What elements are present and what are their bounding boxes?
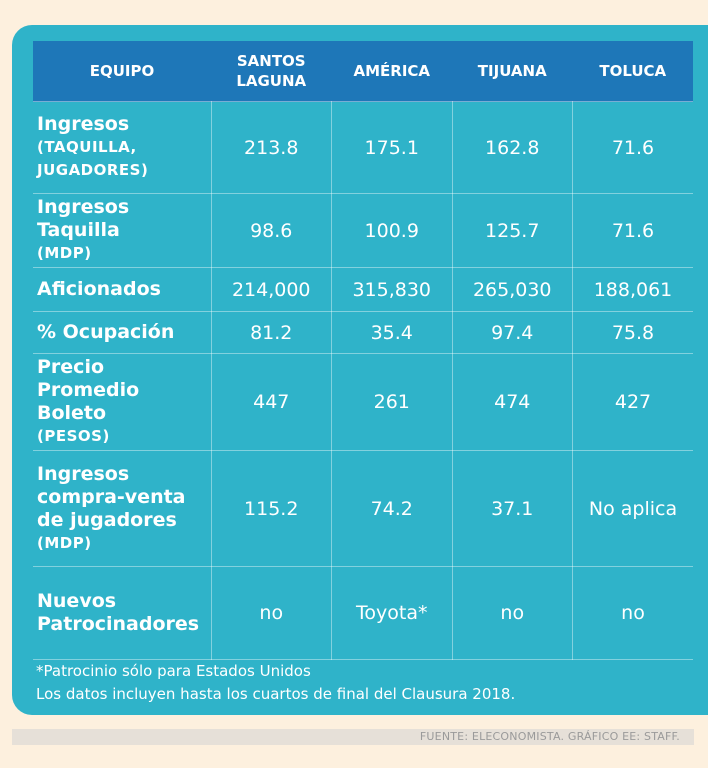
row-label-unit: (MDP) (37, 244, 92, 262)
row-label-unit: (MDP) (37, 533, 92, 552)
table-row: % Ocupación 81.2 35.4 97.4 75.8 (33, 311, 693, 354)
table-row: Nuevos Patrocinadores no Toyota* no no (33, 566, 693, 660)
table-cell: 81.2 (210, 311, 332, 354)
row-label: Ingresos compra-venta de jugadores (MDP) (33, 450, 212, 567)
row-label: Ingresos (TAQUILLA, JUGADORES) (33, 101, 212, 194)
table-cell: 75.8 (572, 311, 693, 354)
table-cell: 98.6 (210, 193, 332, 268)
row-label-unit: (TAQUILLA, (37, 138, 137, 156)
header-toluca: TOLUCA (572, 41, 693, 102)
table-row: Ingresos (TAQUILLA, JUGADORES) 213.8 175.1 16… (33, 101, 693, 194)
table-cell: no (451, 566, 573, 660)
row-label-line: Patrocinadores (37, 613, 200, 635)
header-equipo: EQUIPO (33, 41, 211, 102)
table-cell: 71.6 (572, 101, 693, 194)
source-credit: FUENTE: ELECONOMISTA. GRÁFICO EE: STAFF. (419, 730, 680, 743)
row-label-line: Ingresos Taquilla (37, 196, 130, 241)
table-cell: 35.4 (331, 311, 453, 354)
source-bar: FUENTE: ELECONOMISTA. GRÁFICO EE: STAFF. (12, 729, 694, 745)
comparison-table: EQUIPO SANTOS LAGUNA AMÉRICA TIJUANA TOL… (33, 41, 693, 660)
table-cell: 315,830 (331, 267, 453, 312)
table-cell: No aplica (572, 450, 693, 567)
footnote-data-range: Los datos incluyen hasta los cuartos de … (36, 685, 516, 703)
row-label: Precio Promedio Boleto (PESOS) (33, 353, 212, 451)
table-row: Aficionados 214,000 315,830 265,030 188,061 (33, 267, 693, 312)
row-label-line: Ingresos (37, 113, 130, 135)
table-row: Ingresos Taquilla (MDP) 98.6 100.9 125.7 71.6 (33, 193, 693, 268)
row-label-line: Precio Promedio (37, 356, 140, 401)
row-label-line: de jugadores (37, 508, 177, 531)
footnotes: *Patrocinio sólo para Estados Unidos Los… (36, 660, 515, 706)
table-header: EQUIPO SANTOS LAGUNA AMÉRICA TIJUANA TOL… (33, 41, 693, 102)
table-cell: 100.9 (331, 193, 453, 268)
table-cell: 427 (572, 353, 693, 451)
table-cell: 188,061 (572, 267, 693, 312)
row-label: % Ocupación (33, 311, 212, 354)
table-cell: Toyota* (331, 566, 453, 660)
row-label: Aficionados (33, 267, 212, 312)
row-label-unit: JUGADORES) (37, 161, 149, 179)
row-label-line: Aficionados (37, 278, 161, 300)
table-cell: 37.1 (451, 450, 573, 567)
row-label-unit: (PESOS) (37, 427, 110, 445)
table-cell: 175.1 (331, 101, 453, 194)
table-cell: 71.6 (572, 193, 693, 268)
header-tijuana: TIJUANA (452, 41, 573, 102)
table-cell: 214,000 (210, 267, 332, 312)
row-label-line: Boleto (37, 402, 107, 424)
header-santos-laguna: SANTOS LAGUNA (211, 41, 332, 102)
table-body: Ingresos (TAQUILLA, JUGADORES) 213.8 175.1 16… (33, 101, 693, 660)
row-label: Ingresos Taquilla (MDP) (33, 193, 212, 268)
table-cell: no (572, 566, 693, 660)
table-cell: 261 (331, 353, 453, 451)
row-label: Nuevos Patrocinadores (33, 566, 212, 660)
table-cell: 97.4 (451, 311, 573, 354)
table-cell: no (210, 566, 332, 660)
table-cell: 213.8 (210, 101, 332, 194)
table-cell: 74.2 (331, 450, 453, 567)
table-cell: 447 (210, 353, 332, 451)
table-cell: 265,030 (451, 267, 573, 312)
row-label-line: % Ocupación (37, 321, 175, 343)
header-america: AMÉRICA (331, 41, 452, 102)
table-cell: 162.8 (451, 101, 573, 194)
table-cell: 125.7 (451, 193, 573, 268)
row-label-line: Nuevos (37, 590, 117, 612)
table-row: Precio Promedio Boleto (PESOS) 447 261 474 427 (33, 353, 693, 451)
row-label-line: Ingresos (37, 462, 130, 485)
table-row: Ingresos compra-venta de jugadores (MDP) 115… (33, 450, 693, 567)
footnote-sponsor: *Patrocinio sólo para Estados Unidos (36, 662, 311, 680)
infographic-card: EQUIPO SANTOS LAGUNA AMÉRICA TIJUANA TOL… (12, 25, 708, 715)
table-cell: 115.2 (210, 450, 332, 567)
row-label-line: compra-venta (37, 485, 186, 508)
table-cell: 474 (451, 353, 573, 451)
